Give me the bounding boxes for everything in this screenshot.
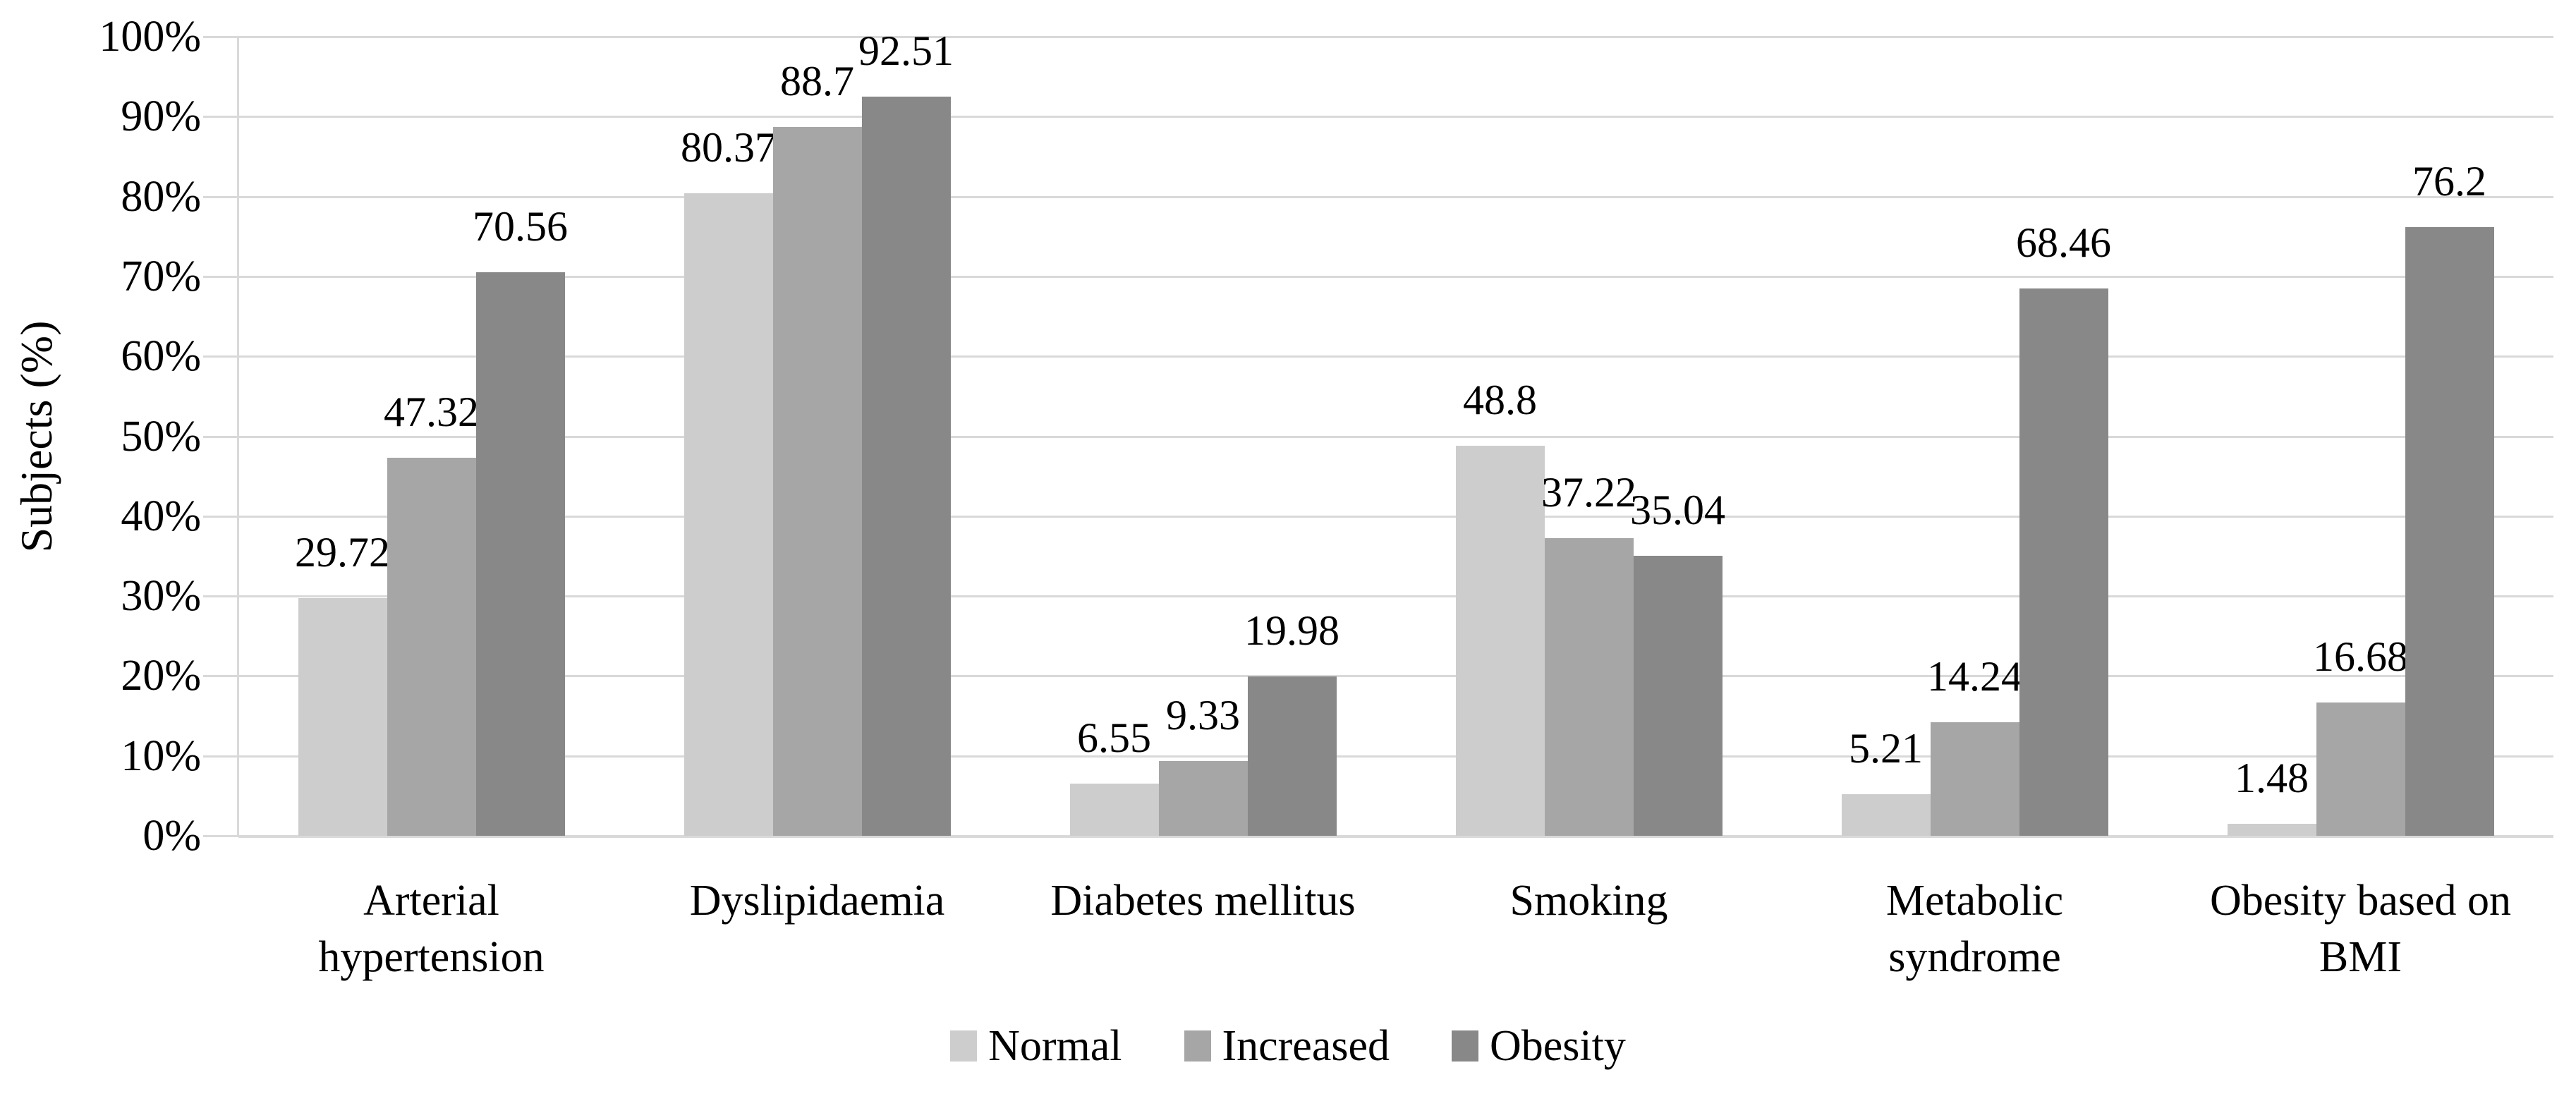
gridline-100 (238, 36, 2553, 38)
y-tick-label-40: 40% (121, 492, 201, 540)
y-axis-tick-30 (203, 595, 238, 598)
bar-increased-5 (1930, 722, 2019, 836)
y-axis-tick-0 (203, 835, 238, 837)
y-axis-tick-50 (203, 435, 238, 438)
bar-obesity-5 (2019, 288, 2108, 836)
category-label-3: Diabetes mellitus (1050, 877, 1356, 925)
y-tick-label-10: 10% (121, 731, 201, 780)
gridline-30 (238, 595, 2553, 598)
category-label-2: Dyslipidaemia (689, 877, 945, 925)
y-tick-label-70: 70% (121, 252, 201, 300)
value-label-obesity-6: 76.2 (2412, 157, 2486, 205)
y-tick-label-100: 100% (99, 13, 201, 61)
value-label-normal-5: 5.21 (1849, 724, 1923, 772)
legend-item-increased: Increased (1184, 1021, 1390, 1071)
gridline-20 (238, 675, 2553, 678)
legend-swatch-increased (1184, 1030, 1211, 1062)
y-tick-label-0: 0% (142, 812, 201, 860)
y-axis-tick-80 (203, 195, 238, 198)
bar-normal-6 (2227, 824, 2316, 836)
bar-increased-4 (1544, 538, 1634, 836)
bar-normal-4 (1455, 446, 1545, 836)
y-axis-tick-40 (203, 515, 238, 518)
value-label-increased-6: 16.68 (2313, 633, 2408, 681)
y-tick-label-90: 90% (121, 92, 201, 141)
legend-item-normal: Normal (950, 1021, 1122, 1071)
legend-item-obesity: Obesity (1452, 1021, 1626, 1071)
bar-obesity-6 (2405, 226, 2494, 836)
y-axis-tick-100 (203, 36, 238, 38)
value-label-increased-5: 14.24 (1927, 652, 2022, 700)
bar-increased-1 (387, 457, 476, 836)
value-label-obesity-4: 35.04 (1630, 487, 1725, 533)
value-label-increased-4: 37.22 (1541, 469, 1636, 516)
legend-label-obesity: Obesity (1490, 1021, 1626, 1070)
category-label-1: Arterial hypertension (318, 877, 545, 981)
value-label-obesity-5: 68.46 (2016, 219, 2111, 267)
bar-increased-2 (772, 127, 862, 836)
value-label-increased-2: 88.7 (780, 58, 854, 105)
gridline-70 (238, 275, 2553, 278)
gridline-0 (238, 835, 2553, 838)
legend: Normal Increased Obesity (0, 1014, 2576, 1078)
y-axis-tick-10 (203, 755, 238, 758)
plot-area: 29.72 47.32 70.56 80.37 88.7 92.51 6.55 9.33 19.… (203, 28, 2553, 838)
gridline-90 (238, 116, 2553, 118)
value-label-normal-1: 29.72 (295, 529, 390, 576)
category-label-6: Obesity based on BMI (2209, 877, 2512, 981)
y-tick-label-20: 20% (121, 652, 201, 700)
bar-increased-3 (1158, 761, 1248, 836)
y-tick-label-30: 30% (121, 572, 201, 621)
value-label-normal-4: 48.8 (1463, 377, 1537, 424)
gridline-80 (238, 195, 2553, 198)
gridline-10 (238, 755, 2553, 758)
gridline-60 (238, 355, 2553, 358)
y-tick-label-50: 50% (121, 412, 201, 461)
y-axis-line (237, 37, 239, 836)
category-label-4: Smoking (1509, 877, 1668, 925)
y-axis-tick-20 (203, 675, 238, 678)
bar-normal-3 (1069, 783, 1159, 836)
value-label-normal-3: 6.55 (1077, 714, 1151, 761)
bar-obesity-4 (1633, 556, 1723, 836)
value-label-obesity-2: 92.51 (858, 27, 954, 74)
category-label-5: Metabolic syndrome (1885, 877, 2064, 981)
bar-normal-5 (1841, 793, 1931, 836)
bar-normal-1 (298, 598, 387, 836)
legend-swatch-normal (950, 1030, 978, 1062)
bar-obesity-3 (1247, 676, 1337, 836)
y-axis-tick-90 (203, 116, 238, 118)
value-label-increased-1: 47.32 (384, 388, 479, 435)
value-label-obesity-3: 19.98 (1244, 607, 1339, 654)
y-tick-label-60: 60% (121, 332, 201, 381)
value-label-obesity-1: 70.56 (473, 202, 568, 250)
y-tick-label-80: 80% (121, 172, 201, 221)
gridline-40 (238, 515, 2553, 518)
value-label-increased-3: 9.33 (1166, 692, 1240, 739)
y-axis-tick-70 (203, 275, 238, 278)
y-axis-tick-60 (203, 355, 238, 358)
legend-label-normal: Normal (988, 1021, 1122, 1070)
legend-label-increased: Increased (1222, 1021, 1390, 1070)
value-label-normal-6: 1.48 (2235, 755, 2309, 802)
value-label-normal-2: 80.37 (681, 124, 776, 171)
bar-obesity-2 (861, 96, 951, 836)
gridline-50 (238, 435, 2553, 438)
bar-obesity-1 (475, 272, 565, 836)
bar-increased-6 (2316, 702, 2405, 836)
bar-normal-2 (684, 193, 773, 836)
legend-swatch-obesity (1452, 1030, 1478, 1062)
